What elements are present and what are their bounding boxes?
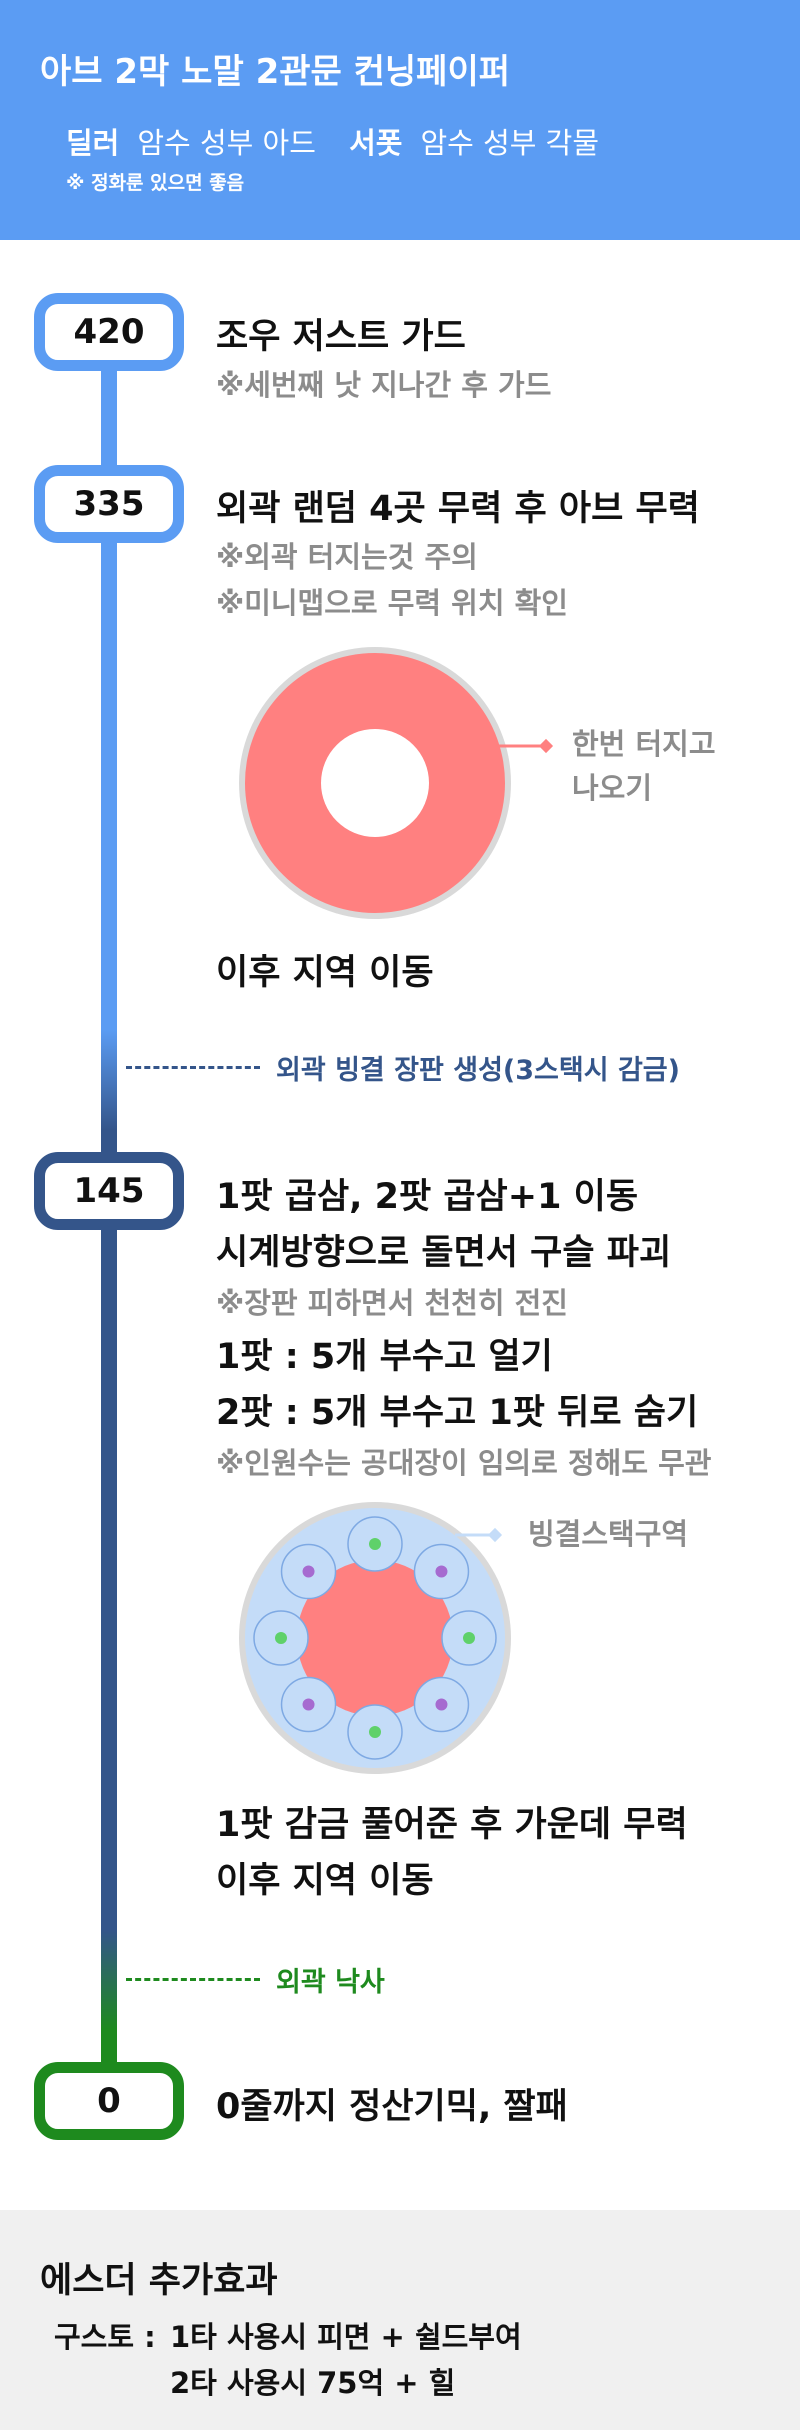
step-145-line-2: 시계방향으로 돌면서 구슬 파괴	[216, 1233, 672, 1273]
timeline-line-transition2	[101, 1930, 117, 2030]
esther-effect-2: 2타 사용시 75억 + 힐	[170, 2366, 456, 2400]
orb-dot	[302, 1565, 315, 1578]
step-335-after: 이후 지역 이동	[216, 953, 434, 993]
step-145-after-2: 이후 지역 이동	[216, 1861, 434, 1901]
timeline-line-transition1	[101, 1030, 117, 1130]
role-label-support: 서폿	[349, 126, 403, 160]
step-335-main: 외곽 랜덤 4곳 무력 후 아브 무력	[216, 489, 700, 529]
step-145-line-1: 1팟 곱삼, 2팟 곱삼+1 이동	[216, 1177, 639, 1217]
step-420-main: 조우 저스트 가드	[216, 317, 466, 357]
phase-label-ice: 외곽 빙결 장판 생성(3스택시 감금)	[276, 1055, 680, 1086]
orb-dot	[369, 1538, 381, 1550]
step-145-note-1: ※장판 피하면서 천천히 전진	[216, 1286, 568, 1320]
callout-marker	[487, 1527, 503, 1543]
ring-callout: 한번 터지고 나오기	[572, 722, 716, 810]
esther-title: 에스더 추가효과	[40, 2261, 278, 2301]
hp-badge-145: 145	[34, 1152, 184, 1230]
step-145-line-3: 1팟 : 5개 부수고 얼기	[216, 1337, 553, 1377]
step-335-note-2: ※미니맵으로 무력 위치 확인	[216, 586, 568, 620]
ring-explosion-diagram	[239, 647, 554, 919]
step-145-after-1: 1팟 감금 풀어준 후 가운데 무력	[216, 1805, 688, 1845]
ice-stack-diagram	[239, 1502, 511, 1774]
phase-dash-fall	[126, 1978, 260, 1981]
orb-dot	[302, 1698, 315, 1711]
header: 아브 2막 노말 2관문 컨닝페이퍼 딜러 암수 성부 아드 서폿 암수 성부 각물…	[0, 0, 800, 240]
safe-center	[321, 729, 429, 837]
callout-marker	[538, 738, 554, 754]
esther-label: 구스토 :	[54, 2320, 156, 2354]
step-145-note-2: ※인원수는 공대장이 임의로 정해도 무관	[216, 1446, 712, 1480]
phase-dash-ice	[126, 1066, 260, 1069]
esther-effects-panel: 에스더 추가효과 구스토 : 1타 사용시 피면 + 쉴드부여 2타 사용시 7…	[0, 2210, 800, 2430]
orb-dot	[463, 1632, 475, 1644]
ring-callout-line-1: 한번 터지고	[572, 727, 716, 761]
hp-badge-0: 0	[34, 2062, 184, 2140]
esther-effect-1: 1타 사용시 피면 + 쉴드부여	[170, 2320, 522, 2354]
phase-marker-fall: 외곽 낙사	[126, 1960, 385, 1999]
step-0-main: 0줄까지 정산기믹, 짤패	[216, 2087, 568, 2127]
ice-stack-callout: 빙결스택구역	[528, 1517, 689, 1551]
orb-dot	[275, 1632, 287, 1644]
role-builds: 딜러 암수 성부 아드 서폿 암수 성부 각물	[66, 120, 623, 162]
step-335-note-1: ※외곽 터지는것 주의	[216, 540, 478, 574]
timeline-line-phase2	[101, 1130, 117, 1930]
role-value-support: 암수 성부 각물	[420, 126, 600, 160]
phase-label-fall: 외곽 낙사	[276, 1967, 385, 1998]
ring-callout-line-2: 나오기	[572, 771, 653, 805]
orb-dot	[435, 1698, 448, 1711]
page-title: 아브 2막 노말 2관문 컨닝페이퍼	[40, 52, 511, 92]
orb-dot	[435, 1565, 448, 1578]
role-label-dealer: 딜러	[66, 126, 120, 160]
step-145-line-4: 2팟 : 5개 부수고 1팟 뒤로 숨기	[216, 1393, 699, 1433]
hp-badge-335: 335	[34, 465, 184, 543]
center-danger-zone	[297, 1560, 453, 1716]
header-note: ※ 정화룬 있으면 좋음	[66, 172, 245, 194]
step-420-note: ※세번째 낫 지나간 후 가드	[216, 368, 552, 402]
role-value-dealer: 암수 성부 아드	[137, 126, 316, 160]
hp-badge-420: 420	[34, 293, 184, 371]
phase-marker-ice: 외곽 빙결 장판 생성(3스택시 감금)	[126, 1048, 680, 1087]
timeline-line-phase1	[101, 330, 117, 1030]
orb-dot	[369, 1726, 381, 1738]
